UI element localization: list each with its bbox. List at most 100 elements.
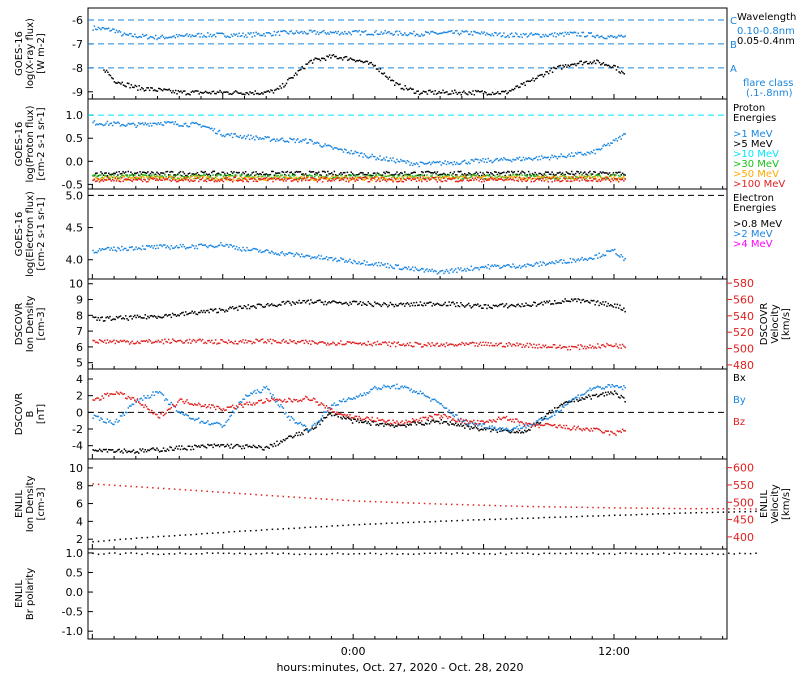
data-point: [431, 162, 433, 164]
data-point: [537, 75, 539, 77]
data-point: [460, 267, 462, 269]
data-point: [337, 342, 340, 344]
data-point: [242, 339, 244, 341]
data-point: [295, 179, 298, 181]
data-point: [351, 422, 354, 424]
data-point: [203, 171, 205, 174]
data-point: [136, 124, 139, 127]
data-point: [147, 87, 150, 89]
data-point: [488, 306, 491, 308]
data-point: [491, 173, 493, 175]
data-point: [203, 422, 205, 424]
data-point: [581, 299, 583, 301]
data-point: [170, 170, 173, 173]
data-point: [367, 180, 370, 183]
data-point: [370, 263, 372, 266]
data-point: [525, 344, 527, 347]
data-point: [196, 446, 199, 448]
data-point: [379, 422, 381, 425]
data-point: [235, 135, 238, 137]
data-point: [109, 178, 111, 181]
data-point: [307, 179, 310, 182]
data-point: [551, 409, 553, 412]
data-point: [122, 34, 124, 36]
data-point: [477, 267, 479, 269]
data-point: [387, 179, 389, 181]
data-point: [447, 161, 449, 163]
data-point: [460, 301, 462, 304]
data-point: [254, 247, 256, 250]
data-point: [324, 411, 326, 413]
data-point: [523, 81, 525, 84]
data-point: [222, 33, 225, 35]
data-point: [195, 445, 197, 447]
data-point: [192, 173, 195, 175]
data-point: [616, 254, 619, 256]
data-point: [375, 174, 377, 176]
data-point: [513, 35, 516, 38]
data-point: [467, 93, 469, 96]
data-point: [523, 172, 526, 174]
data-point: [512, 171, 514, 174]
data-point: [605, 63, 607, 66]
data-point: [387, 262, 389, 265]
data-point: [289, 175, 291, 178]
data-point: [174, 179, 177, 182]
data-point: [245, 91, 247, 94]
data-point: [183, 123, 186, 125]
data-point: [336, 32, 338, 35]
data-point: [623, 259, 625, 262]
data-point: [578, 259, 581, 262]
data-point: [261, 448, 264, 451]
data-point: [130, 84, 133, 86]
data-point: [143, 176, 145, 179]
data-point: [244, 339, 247, 341]
data-point: [303, 429, 306, 432]
data-point: [192, 122, 195, 124]
data-point: [166, 399, 169, 401]
data-point: [453, 345, 456, 347]
data-point: [577, 171, 579, 173]
data-point: [564, 31, 566, 34]
data-point: [271, 177, 273, 180]
data-point: [137, 177, 140, 179]
data-point: [334, 147, 337, 149]
data-point: [143, 124, 145, 126]
data-point: [462, 342, 465, 345]
data-point: [570, 261, 573, 264]
data-point: [551, 154, 553, 157]
data-point: [342, 178, 345, 181]
data-point: [565, 33, 568, 35]
data-point: [598, 304, 600, 307]
data-point: [586, 179, 589, 181]
data-point: [448, 272, 450, 274]
data-point: [617, 307, 620, 309]
data-point: [197, 180, 200, 183]
data-point: [565, 156, 568, 159]
data-point: [599, 256, 602, 258]
series-0: [92, 390, 626, 454]
data-point: [401, 176, 403, 178]
data-point: [580, 35, 582, 37]
data-point: [457, 423, 459, 426]
data-point: [464, 177, 466, 179]
data-point: [559, 344, 561, 347]
data-point: [357, 173, 359, 176]
data-point: [211, 35, 213, 38]
data-point: [135, 85, 138, 88]
data-point: [177, 411, 179, 413]
data-point: [559, 32, 561, 34]
data-point: [267, 178, 269, 180]
data-point: [503, 179, 505, 182]
y2-tick-label: 540: [733, 310, 754, 323]
data-point: [340, 32, 342, 35]
data-point: [268, 340, 270, 343]
data-point: [495, 176, 497, 179]
data-point: [337, 177, 340, 179]
data-point: [152, 341, 154, 344]
legend-entry: >100 MeV: [733, 179, 785, 190]
data-point: [238, 136, 240, 139]
data-point: [144, 314, 147, 316]
data-point: [237, 248, 239, 251]
data-point: [261, 175, 264, 177]
